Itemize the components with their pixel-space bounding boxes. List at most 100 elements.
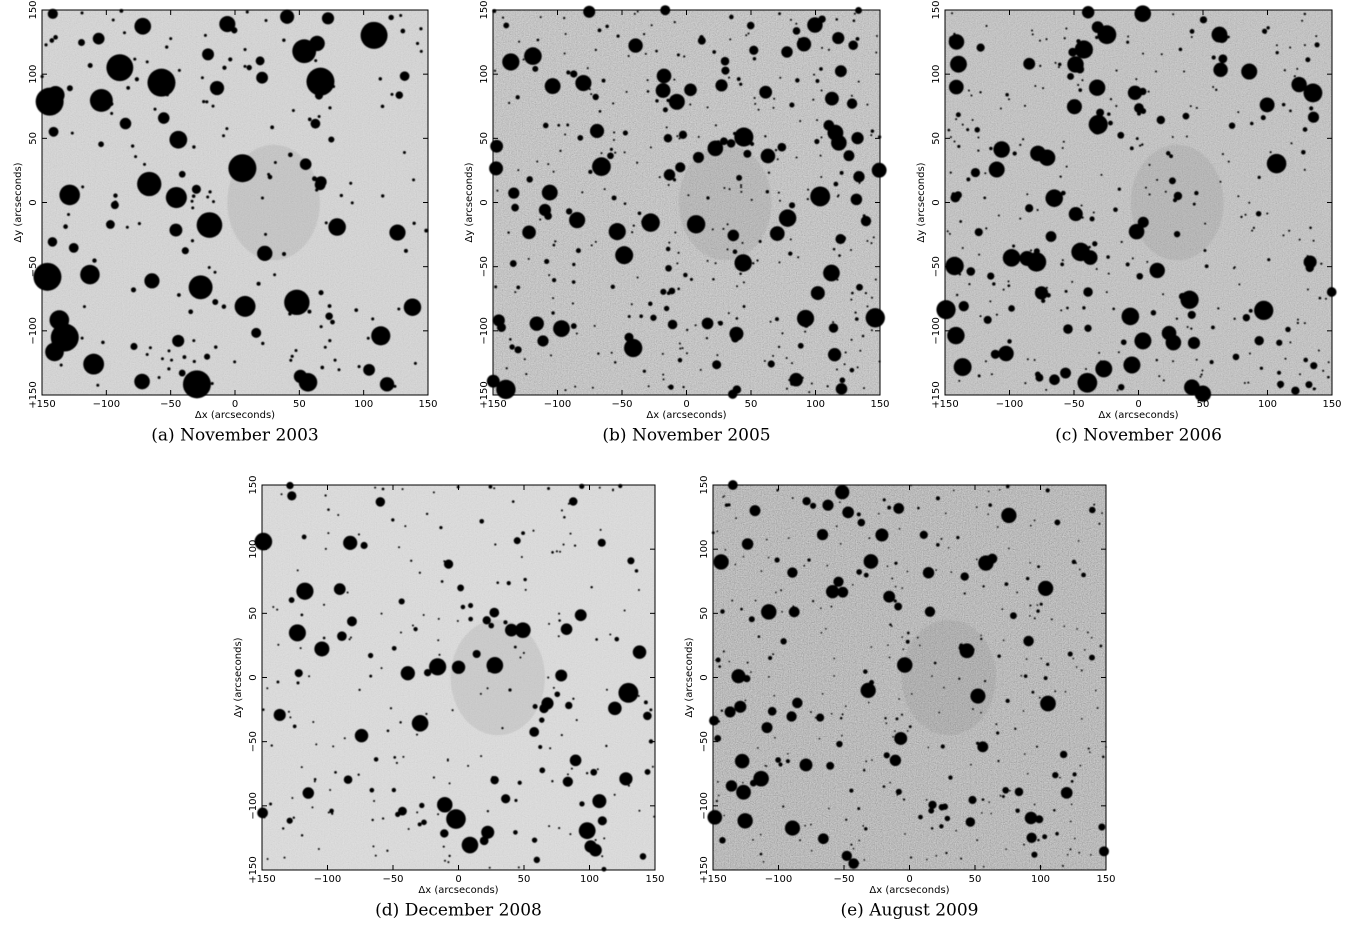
star — [1026, 772, 1029, 775]
star — [775, 591, 777, 594]
star — [1237, 111, 1240, 114]
x-tick-label: 100 — [806, 399, 825, 410]
star — [970, 167, 981, 178]
star — [488, 484, 493, 489]
star — [1238, 283, 1241, 286]
star — [488, 866, 491, 869]
star — [982, 865, 985, 868]
star — [736, 77, 741, 81]
star — [788, 606, 800, 618]
star — [425, 512, 429, 516]
star — [1029, 249, 1033, 252]
star — [343, 535, 358, 550]
star — [743, 814, 745, 817]
star — [1232, 353, 1240, 361]
star — [721, 66, 730, 75]
star — [886, 565, 889, 567]
star — [315, 188, 319, 192]
star — [1005, 484, 1010, 489]
star — [511, 203, 519, 212]
star — [988, 503, 993, 507]
star — [391, 518, 395, 522]
star — [1227, 35, 1230, 39]
star — [1150, 310, 1157, 316]
star — [866, 305, 869, 308]
star — [754, 102, 757, 105]
star — [207, 265, 211, 269]
star — [1131, 257, 1134, 260]
star — [539, 717, 545, 723]
star — [1075, 65, 1085, 74]
star — [529, 727, 540, 737]
star — [694, 324, 697, 327]
star — [689, 103, 692, 106]
star — [68, 242, 79, 253]
star — [559, 149, 562, 153]
star — [501, 16, 505, 19]
star — [1135, 137, 1139, 141]
star — [1228, 122, 1236, 129]
star — [749, 505, 761, 517]
star — [894, 585, 897, 588]
star — [961, 123, 964, 126]
y-axis-label: Δy (arcseconds) — [13, 162, 24, 242]
star — [479, 692, 482, 695]
star — [1025, 576, 1030, 581]
star — [919, 644, 921, 647]
x-tick-label: 50 — [1197, 399, 1210, 410]
star — [871, 759, 873, 761]
star — [948, 775, 953, 780]
star — [202, 99, 206, 104]
star — [1190, 35, 1193, 38]
star — [1200, 373, 1203, 376]
star — [222, 65, 227, 70]
star — [386, 729, 390, 733]
star — [1064, 690, 1067, 693]
star — [949, 136, 952, 139]
star — [871, 162, 887, 178]
star — [780, 638, 787, 645]
star — [432, 776, 435, 779]
star — [563, 52, 566, 55]
star — [1060, 309, 1063, 312]
star — [1125, 262, 1130, 267]
star — [296, 569, 299, 572]
star — [716, 354, 719, 357]
star — [1031, 851, 1038, 858]
star — [955, 112, 961, 118]
star — [1310, 362, 1318, 370]
star — [493, 69, 497, 72]
star — [1042, 834, 1048, 840]
star — [357, 773, 360, 776]
star — [641, 650, 644, 653]
star — [1322, 369, 1325, 372]
star — [1307, 111, 1320, 123]
star — [854, 311, 857, 314]
star — [727, 312, 730, 315]
star — [502, 53, 520, 71]
star — [323, 345, 327, 349]
star — [990, 373, 993, 376]
star — [137, 222, 141, 226]
star — [53, 35, 58, 40]
star — [1088, 506, 1096, 514]
star — [726, 139, 736, 148]
star — [1046, 292, 1051, 298]
star — [1115, 69, 1118, 72]
star — [975, 741, 980, 745]
x-tick-label: −100 — [765, 874, 792, 885]
star — [1158, 375, 1161, 378]
star — [612, 138, 615, 141]
star — [257, 245, 273, 262]
star — [1002, 288, 1005, 291]
star — [761, 722, 773, 734]
star — [337, 631, 347, 642]
star — [638, 809, 641, 812]
star — [552, 243, 556, 247]
star — [723, 495, 726, 497]
star — [417, 822, 422, 827]
star — [419, 49, 423, 53]
star — [501, 794, 511, 804]
star — [1209, 360, 1214, 365]
star — [402, 755, 405, 758]
